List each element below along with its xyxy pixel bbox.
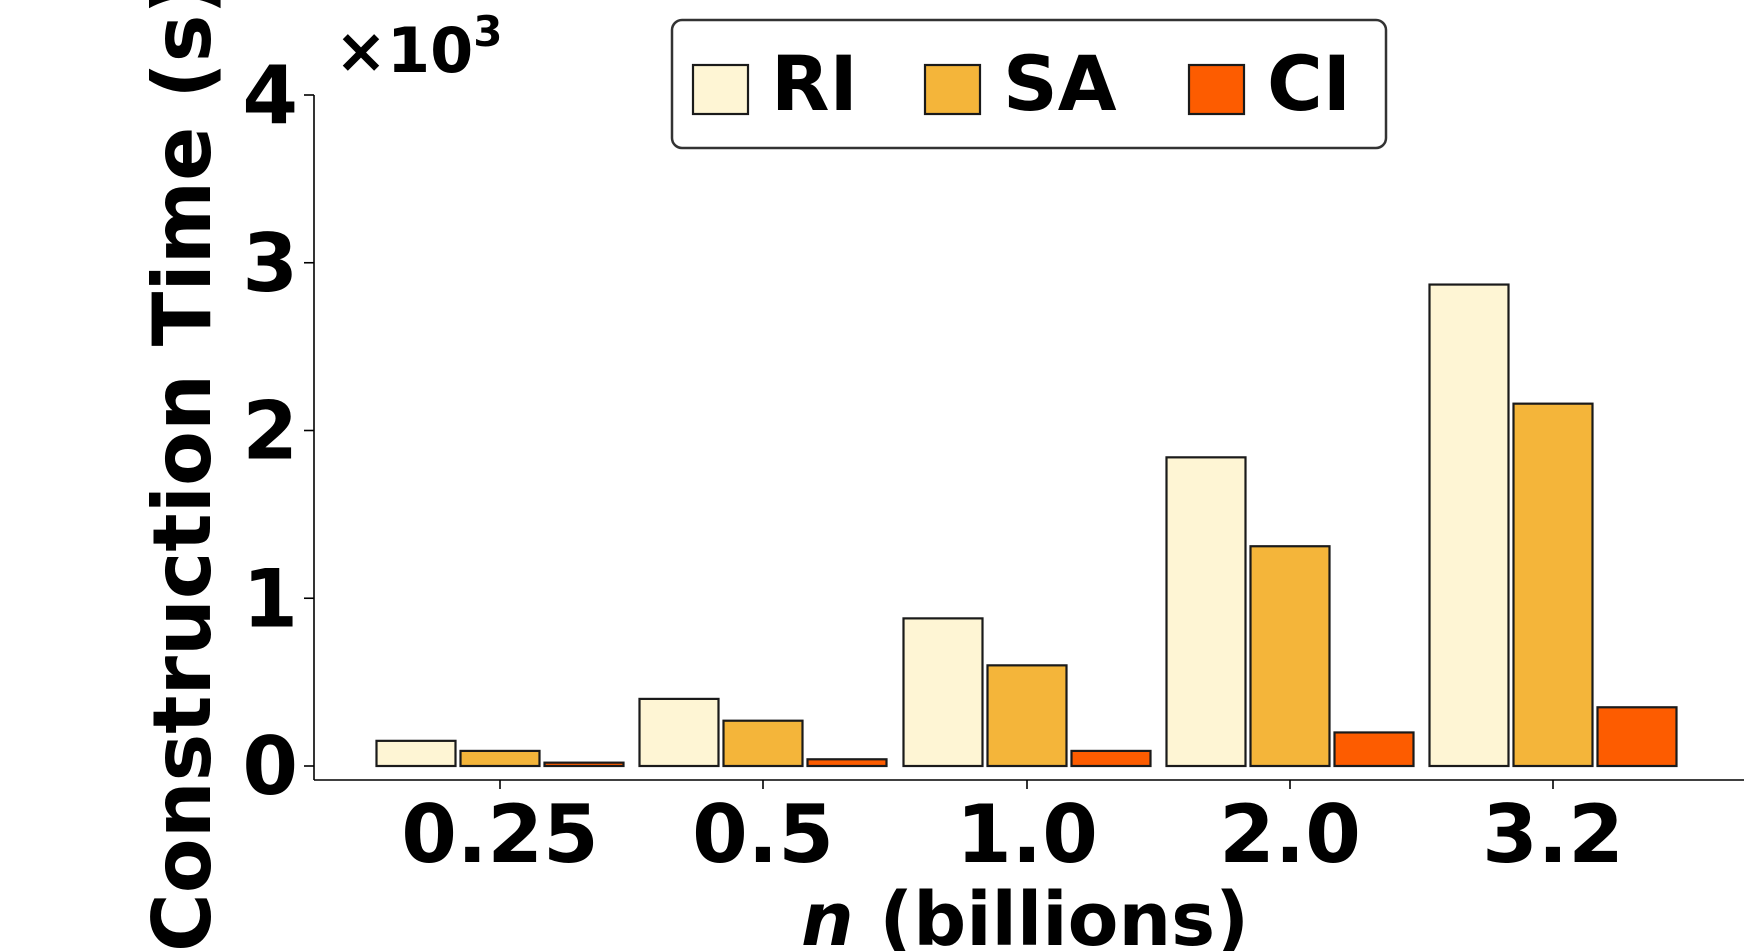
x-axis-label-italic: n	[801, 877, 854, 951]
x-tick-label: 1.0	[956, 788, 1098, 881]
bar-ci-0.25	[543, 761, 625, 768]
bars-group	[375, 283, 1678, 768]
legend-swatch-ci	[1187, 63, 1246, 116]
x-tick-label: 0.5	[692, 788, 834, 881]
y-multiplier: ×103	[335, 7, 502, 87]
x-axis-label: n (billions)	[801, 877, 1249, 951]
y-tick-label: 3	[242, 217, 298, 310]
y-axis-label: Construction Time (s)	[136, 0, 229, 951]
x-axis-label-rest: (billions)	[854, 877, 1249, 951]
y-multiplier-exponent: 3	[473, 7, 502, 56]
bar-sa-2.0	[1249, 545, 1331, 768]
bar-ri-0.25	[375, 739, 457, 768]
x-tick-label: 0.25	[401, 788, 598, 881]
bar-sa-0.25	[459, 749, 541, 768]
legend-label-ri: RI	[771, 39, 858, 128]
legend-frame	[670, 18, 1388, 150]
y-ticks-group: 0 1 2 3 4	[242, 49, 314, 813]
y-tick-label: 0	[242, 720, 298, 813]
legend-swatch-sa	[923, 63, 982, 116]
bar-ri-1.0	[902, 617, 984, 768]
bar-ri-2.0	[1165, 456, 1247, 768]
legend-label-ci: CI	[1267, 39, 1351, 128]
legend: RI SA CI	[670, 18, 1388, 150]
bar-ri-0.5	[638, 697, 720, 768]
bar-ci-0.5	[806, 758, 888, 768]
bar-ci-2.0	[1333, 731, 1415, 768]
bar-ci-1.0	[1070, 749, 1152, 768]
x-ticks-group: 0.25 0.5 1.0 2.0 3.2	[401, 780, 1624, 881]
bar-ci-3.2	[1596, 706, 1678, 768]
y-tick-label: 1	[242, 552, 298, 645]
x-tick-label: 2.0	[1219, 788, 1361, 881]
bar-sa-3.2	[1512, 402, 1594, 768]
bar-sa-1.0	[986, 664, 1068, 768]
bar-ri-3.2	[1428, 283, 1510, 768]
y-tick-label: 4	[242, 49, 298, 142]
y-tick-label: 2	[242, 385, 298, 478]
bar-sa-0.5	[722, 719, 804, 768]
legend-label-sa: SA	[1003, 39, 1117, 128]
y-multiplier-base: ×10	[335, 14, 473, 87]
x-tick-label: 3.2	[1482, 788, 1624, 881]
legend-swatch-ri	[691, 63, 750, 116]
